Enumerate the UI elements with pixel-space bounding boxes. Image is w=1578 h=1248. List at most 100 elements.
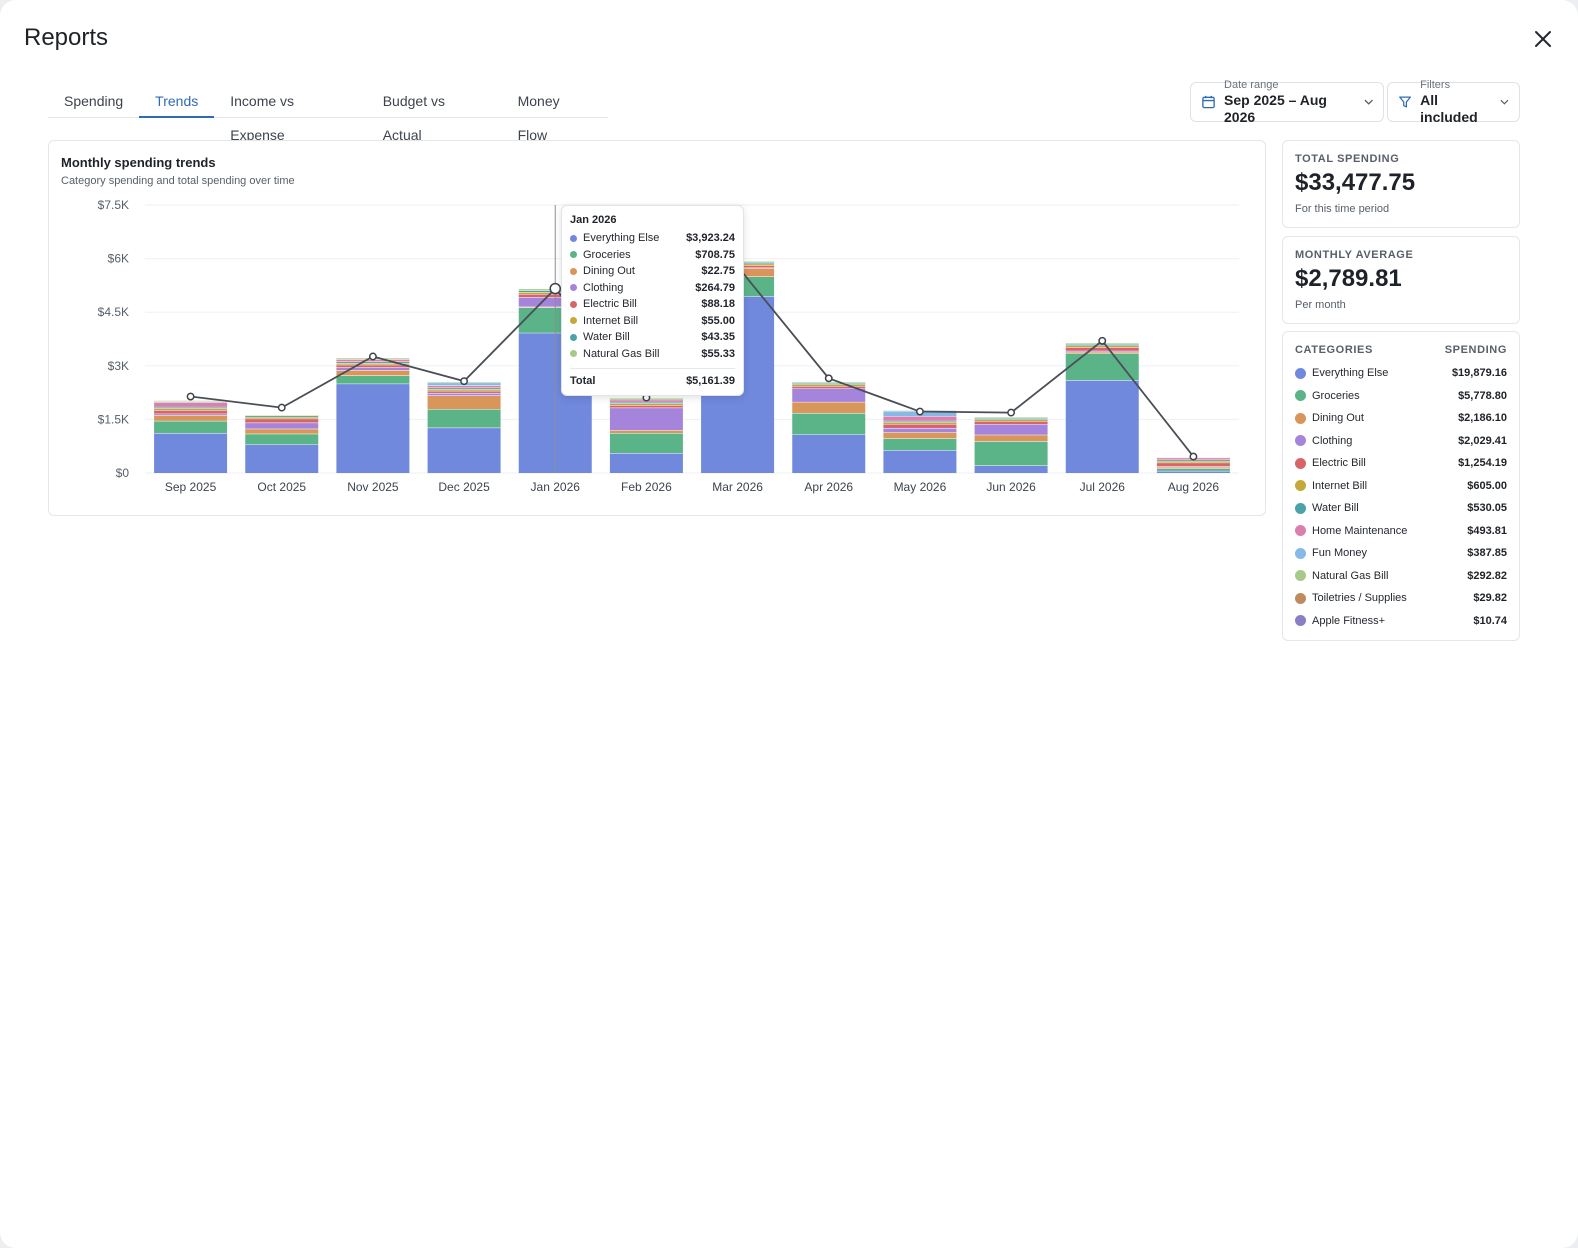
tab-money-flow[interactable]: Money Flow: [517, 93, 560, 143]
total-line-point[interactable]: [1189, 452, 1198, 461]
bar-segment[interactable]: [336, 361, 410, 363]
bar-segment[interactable]: [336, 364, 410, 368]
bar-segment[interactable]: [245, 444, 319, 473]
bar-segment[interactable]: [154, 408, 228, 411]
tab-trends[interactable]: Trends: [139, 84, 215, 118]
bar-segment[interactable]: [1156, 462, 1230, 467]
total-line-point[interactable]: [824, 374, 833, 383]
tab-income-vs-expense[interactable]: Income vs Expense: [230, 93, 295, 143]
bar-segment[interactable]: [883, 416, 957, 421]
category-row[interactable]: Home Maintenance $493.81: [1295, 520, 1507, 543]
category-row[interactable]: Groceries $5,778.80: [1295, 385, 1507, 408]
bar-segment[interactable]: [609, 430, 683, 433]
bar-segment[interactable]: [792, 434, 866, 473]
bar-segment[interactable]: [427, 409, 501, 428]
bar-segment[interactable]: [245, 422, 319, 429]
bar-segment[interactable]: [609, 452, 683, 473]
bar-segment[interactable]: [1065, 351, 1139, 354]
bar-segment[interactable]: [609, 407, 683, 431]
category-row[interactable]: Clothing $2,029.41: [1295, 430, 1507, 453]
total-line-point[interactable]: [1007, 408, 1016, 417]
total-line-point[interactable]: [368, 352, 377, 361]
bar-segment[interactable]: [154, 432, 228, 473]
bar-segment[interactable]: [154, 402, 228, 407]
bar-segment[interactable]: [427, 385, 501, 388]
category-row[interactable]: Fun Money $387.85: [1295, 542, 1507, 565]
tab-budget-vs-actual[interactable]: Budget vs Actual: [382, 93, 445, 143]
total-line-point[interactable]: [1098, 336, 1107, 345]
bar-segment[interactable]: [427, 389, 501, 391]
bar-segment[interactable]: [336, 362, 410, 365]
date-range-picker[interactable]: Date range Sep 2025 – Aug 2026: [1190, 79, 1384, 125]
bar-segment[interactable]: [792, 388, 866, 402]
bar-segment[interactable]: [245, 416, 319, 419]
bar-segment[interactable]: [1156, 460, 1230, 463]
category-row[interactable]: Water Bill $530.05: [1295, 497, 1507, 520]
total-line-point[interactable]: [915, 407, 924, 416]
category-row[interactable]: Dining Out $2,186.10: [1295, 407, 1507, 430]
bar-segment[interactable]: [1065, 350, 1139, 352]
bar-segment[interactable]: [792, 386, 866, 389]
bar-segment[interactable]: [1065, 345, 1139, 348]
bar-segment[interactable]: [883, 438, 957, 451]
bar-segment[interactable]: [154, 413, 228, 416]
bar-segment[interactable]: [974, 419, 1048, 422]
category-row[interactable]: Electric Bill $1,254.19: [1295, 452, 1507, 475]
bar-segment[interactable]: [336, 367, 410, 371]
category-row[interactable]: Apple Fitness+ $10.74: [1295, 610, 1507, 633]
bar-segment[interactable]: [883, 420, 957, 423]
category-row[interactable]: Toiletries / Supplies $29.82: [1295, 587, 1507, 610]
bar-segment[interactable]: [336, 370, 410, 376]
bar-segment[interactable]: [427, 392, 501, 396]
total-line-point[interactable]: [460, 377, 469, 386]
bar-segment[interactable]: [792, 384, 866, 387]
filters-dropdown[interactable]: Filters All included: [1387, 79, 1520, 125]
bar-segment[interactable]: [154, 410, 228, 414]
bar-segment[interactable]: [974, 441, 1048, 466]
bar-segment[interactable]: [336, 375, 410, 384]
bar-segment[interactable]: [245, 418, 319, 423]
category-row[interactable]: Natural Gas Bill $292.82: [1295, 565, 1507, 588]
bar-segment[interactable]: [1065, 380, 1139, 473]
bar-segment[interactable]: [883, 450, 957, 473]
tab-spending[interactable]: Spending: [64, 93, 124, 109]
bar-segment[interactable]: [427, 387, 501, 390]
bar-segment[interactable]: [427, 390, 501, 393]
bar-segment[interactable]: [609, 405, 683, 408]
bar-segment[interactable]: [336, 383, 410, 473]
bar-segment[interactable]: [974, 421, 1048, 425]
total-line-point[interactable]: [549, 282, 561, 295]
bar-segment[interactable]: [974, 465, 1048, 473]
bar-segment[interactable]: [609, 432, 683, 453]
bar-segment[interactable]: [974, 424, 1048, 435]
bar-segment[interactable]: [609, 403, 683, 406]
bar-segment[interactable]: [154, 420, 228, 433]
bar-segment[interactable]: [883, 424, 957, 428]
bar-segment[interactable]: [974, 434, 1048, 442]
close-button[interactable]: [1532, 28, 1554, 50]
bar-segment[interactable]: [245, 433, 319, 445]
total-line-point[interactable]: [277, 403, 286, 412]
bar-segment[interactable]: [154, 415, 228, 421]
bar-segment[interactable]: [154, 406, 228, 409]
bar-segment[interactable]: [792, 401, 866, 413]
category-row[interactable]: Everything Else $19,879.16: [1295, 362, 1507, 385]
bar-segment[interactable]: [792, 382, 866, 385]
bar-segment[interactable]: [1065, 347, 1139, 351]
bar-segment[interactable]: [245, 428, 319, 434]
bar-segment[interactable]: [974, 417, 1048, 420]
bar-segment[interactable]: [427, 395, 501, 410]
bar-segment[interactable]: [792, 412, 866, 435]
bar-segment[interactable]: [883, 427, 957, 433]
bar-segment[interactable]: [883, 432, 957, 439]
bar-segment[interactable]: [1156, 468, 1230, 471]
total-line-point[interactable]: [186, 392, 195, 401]
bar-segment[interactable]: [245, 415, 319, 417]
bar-segment[interactable]: [1156, 470, 1230, 473]
bar-segment[interactable]: [883, 422, 957, 425]
bar-segment[interactable]: [427, 427, 501, 473]
bar-segment[interactable]: [1065, 353, 1139, 381]
bar-segment[interactable]: [1156, 466, 1230, 469]
category-row[interactable]: Internet Bill $605.00: [1295, 475, 1507, 498]
bar-segment[interactable]: [609, 401, 683, 404]
